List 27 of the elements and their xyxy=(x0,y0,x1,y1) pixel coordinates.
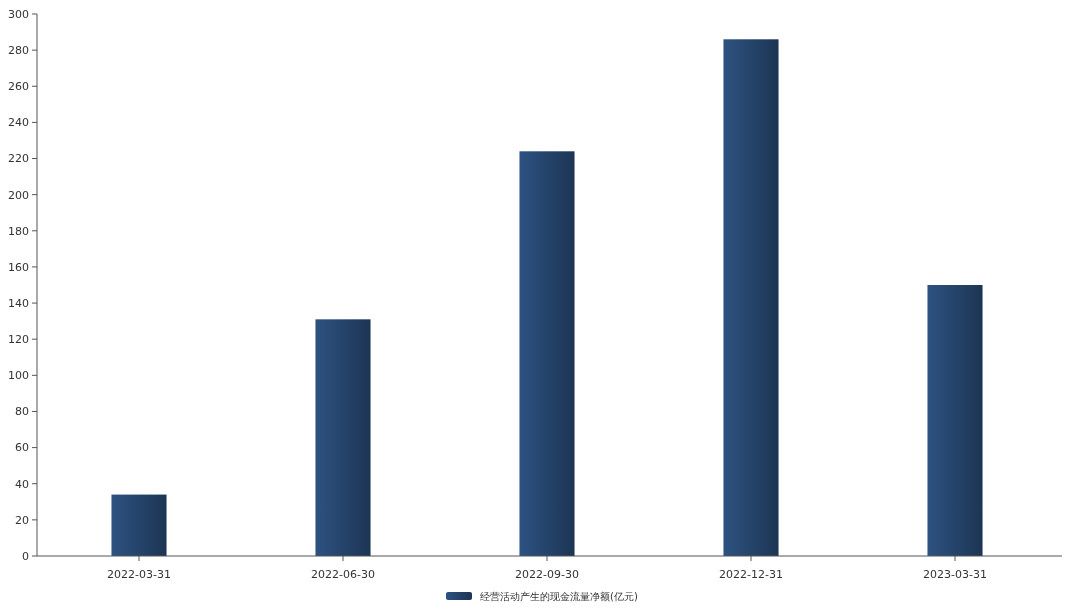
y-tick-label: 200 xyxy=(8,188,29,202)
y-tick-label: 120 xyxy=(8,333,29,347)
y-tick-label: 220 xyxy=(8,152,29,166)
x-tick-label: 2022-12-31 xyxy=(719,568,783,581)
bar xyxy=(519,151,575,556)
bar xyxy=(723,39,779,556)
y-tick-label: 180 xyxy=(8,224,29,238)
legend-label: 经营活动产生的现金流量净额(亿元) xyxy=(480,590,638,602)
y-tick-label: 160 xyxy=(8,260,29,274)
x-tick-label: 2022-03-31 xyxy=(107,568,171,581)
y-tick-label: 100 xyxy=(8,369,29,383)
y-tick-label: 240 xyxy=(8,116,29,130)
x-tick-label: 2022-06-30 xyxy=(311,568,375,581)
x-tick-label: 2023-03-31 xyxy=(923,568,987,581)
x-tick-label: 2022-09-30 xyxy=(515,568,579,581)
bar xyxy=(315,319,371,556)
y-tick-label: 140 xyxy=(8,296,29,310)
y-tick-label: 80 xyxy=(15,405,29,419)
y-tick-label: 60 xyxy=(15,441,29,455)
y-tick-label: 260 xyxy=(8,80,29,94)
bar xyxy=(927,285,983,556)
y-tick-label: 40 xyxy=(15,477,29,491)
bar xyxy=(111,494,167,556)
y-tick-label: 280 xyxy=(8,43,29,57)
y-tick-label: 300 xyxy=(8,7,29,21)
y-tick-label: 20 xyxy=(15,513,29,527)
y-tick-label: 0 xyxy=(22,549,29,563)
